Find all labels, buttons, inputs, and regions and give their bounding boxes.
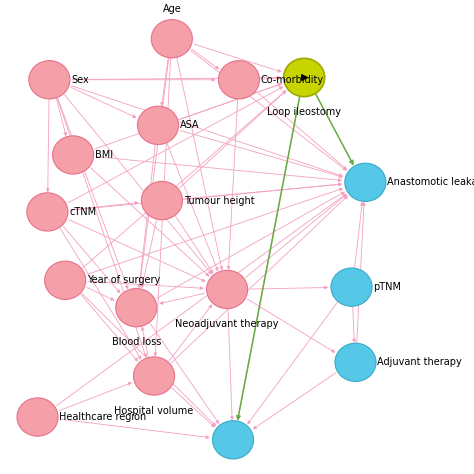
Text: Blood loss: Blood loss: [111, 337, 161, 347]
Text: cTNM: cTNM: [69, 207, 96, 217]
Text: Neoadjuvant therapy: Neoadjuvant therapy: [175, 319, 279, 329]
Ellipse shape: [331, 268, 372, 306]
Ellipse shape: [219, 61, 260, 99]
Ellipse shape: [116, 289, 157, 327]
Text: Sex: Sex: [71, 75, 89, 85]
Ellipse shape: [141, 182, 182, 219]
Text: Anastomotic leakage: Anastomotic leakage: [387, 177, 474, 187]
Text: BMI: BMI: [95, 150, 113, 160]
Ellipse shape: [335, 343, 376, 382]
Ellipse shape: [27, 193, 68, 231]
Ellipse shape: [212, 421, 254, 459]
Ellipse shape: [53, 136, 94, 174]
Text: Year of surgery: Year of surgery: [87, 275, 160, 285]
Text: ASA: ASA: [180, 120, 199, 130]
Ellipse shape: [137, 106, 179, 145]
Ellipse shape: [283, 58, 325, 97]
Text: Co-morbidity: Co-morbidity: [261, 75, 324, 85]
Ellipse shape: [345, 163, 386, 201]
Ellipse shape: [17, 398, 58, 436]
Text: Tumour height: Tumour height: [183, 196, 254, 206]
Ellipse shape: [29, 61, 70, 99]
Text: Hospital volume: Hospital volume: [114, 406, 194, 416]
Ellipse shape: [134, 357, 174, 395]
Ellipse shape: [151, 19, 192, 58]
Ellipse shape: [207, 270, 247, 309]
Text: Age: Age: [163, 4, 181, 14]
Ellipse shape: [45, 261, 86, 300]
Text: pTNM: pTNM: [374, 282, 401, 292]
Text: Adjuvant therapy: Adjuvant therapy: [377, 357, 462, 367]
Text: Loop ileostomy: Loop ileostomy: [267, 107, 341, 117]
Text: Healthcare region: Healthcare region: [59, 412, 146, 422]
